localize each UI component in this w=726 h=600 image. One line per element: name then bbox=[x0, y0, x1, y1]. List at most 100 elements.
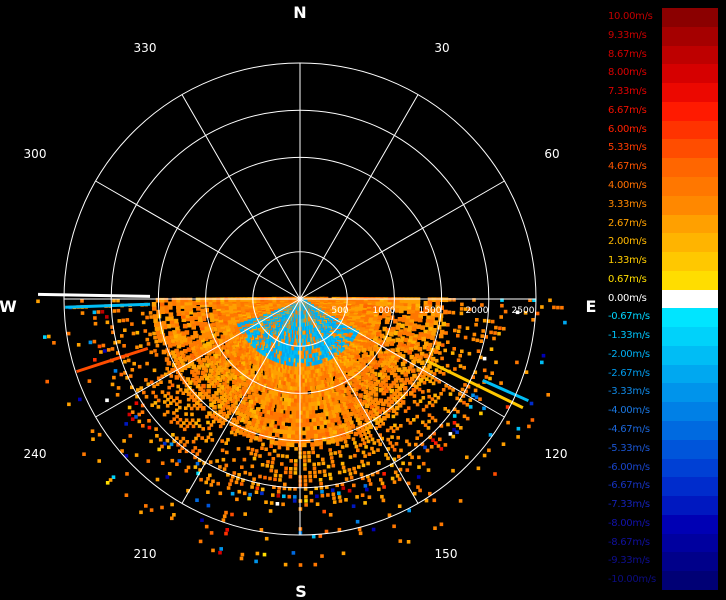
echo-gate bbox=[264, 371, 270, 377]
echo-gate bbox=[341, 486, 346, 490]
echo-gate bbox=[146, 342, 151, 346]
echo-gate bbox=[197, 392, 203, 397]
echo-gate bbox=[225, 399, 230, 405]
echo-gate bbox=[191, 325, 196, 330]
echo-gate bbox=[222, 392, 227, 397]
echo-gate bbox=[361, 376, 366, 382]
echo-gate bbox=[281, 381, 286, 386]
echo-gate bbox=[415, 342, 420, 347]
echo-gate bbox=[337, 450, 342, 454]
echo-gate bbox=[378, 398, 384, 403]
echo-gate bbox=[182, 365, 188, 371]
echo-gate bbox=[375, 406, 380, 411]
echo-gate bbox=[270, 464, 274, 469]
echo-gate bbox=[128, 434, 133, 438]
echo-gate bbox=[169, 395, 173, 399]
echo-gate bbox=[329, 452, 333, 456]
echo-gate bbox=[161, 349, 167, 355]
echo-gate bbox=[155, 434, 159, 438]
echo-gate bbox=[427, 373, 431, 378]
echo-gate bbox=[215, 375, 220, 381]
echo-gate bbox=[368, 482, 373, 486]
echo-gate bbox=[388, 441, 393, 445]
echo-gate bbox=[232, 458, 236, 462]
echo-gate bbox=[422, 380, 427, 385]
echo-gate bbox=[332, 500, 337, 504]
echo-gate bbox=[377, 424, 382, 428]
echo-gate bbox=[284, 414, 290, 419]
echo-gate bbox=[423, 353, 429, 359]
echo-gate bbox=[269, 468, 274, 473]
echo-gate bbox=[403, 409, 408, 413]
echo-gate bbox=[395, 354, 401, 360]
echo-gate bbox=[456, 329, 461, 334]
echo-gate bbox=[152, 314, 158, 319]
echo-gate bbox=[191, 377, 196, 383]
echo-gate bbox=[388, 365, 394, 371]
echo-gate bbox=[391, 414, 396, 419]
echo-gate bbox=[287, 486, 292, 491]
echo-gate bbox=[165, 404, 170, 408]
echo-gate bbox=[317, 384, 323, 389]
echo-gate bbox=[212, 378, 217, 383]
echo-gate bbox=[500, 303, 504, 308]
echo-gate bbox=[291, 414, 296, 420]
echo-gate bbox=[301, 430, 307, 436]
echo-gate bbox=[524, 370, 529, 374]
echo-gate bbox=[283, 562, 288, 567]
legend-label: -8.67m/s bbox=[608, 536, 650, 548]
echo-gate bbox=[523, 311, 528, 315]
echo-gate bbox=[170, 458, 175, 463]
echo-gate bbox=[286, 394, 292, 399]
echo-gate bbox=[212, 344, 217, 350]
echo-gate bbox=[411, 300, 417, 306]
echo-gate bbox=[190, 345, 195, 351]
echo-gate bbox=[187, 380, 193, 385]
echo-gate bbox=[417, 317, 423, 323]
echo-gate bbox=[160, 461, 165, 465]
echo-gate bbox=[324, 374, 330, 379]
echo-gate bbox=[231, 474, 235, 479]
echo-gate bbox=[177, 335, 183, 341]
echo-gate bbox=[186, 391, 192, 397]
echo-gate bbox=[333, 451, 338, 455]
echo-gate bbox=[269, 444, 273, 448]
echo-gate bbox=[416, 367, 421, 372]
legend-label: 0.67m/s bbox=[608, 273, 647, 285]
echo-gate bbox=[393, 378, 399, 383]
echo-gate bbox=[171, 297, 177, 303]
echo-gate bbox=[177, 364, 182, 369]
echo-gate bbox=[190, 322, 196, 327]
legend-row: -7.33m/s bbox=[606, 496, 718, 515]
echo-gate bbox=[211, 370, 216, 376]
echo-gate bbox=[198, 360, 203, 365]
echo-gate bbox=[328, 393, 334, 399]
echo-gate bbox=[540, 305, 544, 309]
echo-gate bbox=[267, 402, 273, 408]
echo-gate bbox=[395, 426, 400, 431]
echo-gate bbox=[234, 428, 240, 434]
echo-gate bbox=[172, 513, 176, 517]
echo-gate bbox=[300, 382, 305, 388]
echo-gate bbox=[403, 300, 409, 305]
echo-gate bbox=[213, 373, 218, 378]
echo-gate bbox=[436, 395, 441, 400]
echo-gate bbox=[528, 298, 532, 302]
echo-gate bbox=[364, 426, 370, 431]
echo-gate bbox=[399, 448, 403, 453]
legend-label: -7.33m/s bbox=[608, 499, 650, 511]
echo-gate bbox=[370, 446, 374, 451]
echo-gate bbox=[217, 315, 223, 321]
echo-gate bbox=[374, 426, 378, 430]
echo-gate bbox=[175, 360, 181, 366]
echo-gate bbox=[197, 458, 202, 463]
echo-gate bbox=[370, 472, 375, 477]
echo-gate bbox=[227, 396, 233, 402]
echo-gate bbox=[209, 356, 215, 361]
echo-gate bbox=[421, 396, 426, 400]
echo-gate bbox=[167, 472, 172, 476]
echo-gate bbox=[308, 474, 312, 479]
echo-gate bbox=[319, 445, 323, 450]
echo-gate bbox=[362, 414, 368, 419]
echo-gate bbox=[166, 397, 170, 402]
